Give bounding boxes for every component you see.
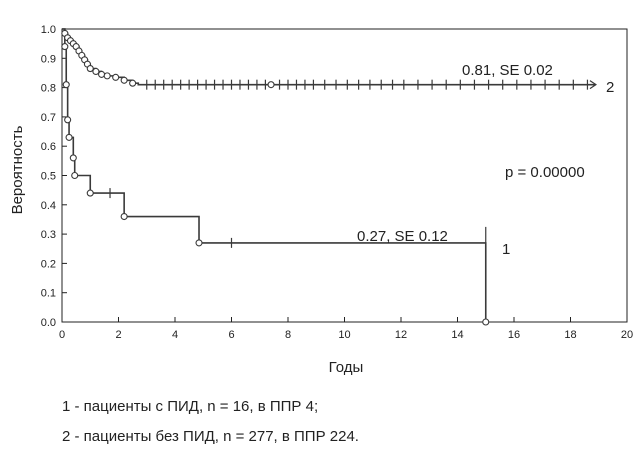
event-point-2 bbox=[103, 72, 111, 80]
y-tick-label: 0.6 bbox=[41, 141, 56, 153]
x-tick-label: 20 bbox=[621, 329, 633, 341]
x-tick-label: 6 bbox=[228, 329, 234, 341]
y-tick-label: 0.2 bbox=[41, 258, 56, 270]
x-tick-label: 14 bbox=[451, 329, 463, 341]
p-value-label: p = 0.00000 bbox=[505, 164, 585, 181]
x-tick-label: 0 bbox=[59, 329, 65, 341]
y-tick-label: 0.0 bbox=[41, 317, 56, 329]
legend-line-1: 1 - пациенты с ПИД, n = 16, в ППР 4; bbox=[62, 398, 319, 415]
y-tick-label: 0.3 bbox=[41, 229, 56, 241]
event-point-2 bbox=[98, 70, 106, 78]
event-point-2 bbox=[92, 67, 100, 76]
event-point-2 bbox=[267, 81, 275, 89]
event-point-1 bbox=[61, 43, 69, 51]
event-point-1 bbox=[62, 81, 70, 89]
y-tick-label: 0.8 bbox=[41, 83, 56, 95]
event-point-1 bbox=[195, 239, 203, 247]
curve1-number-label: 1 bbox=[502, 241, 510, 258]
series-1 bbox=[61, 28, 490, 326]
curve1-estimate-label: 0.27, SE 0.12 bbox=[357, 228, 448, 245]
curves bbox=[61, 28, 598, 326]
event-point-1 bbox=[64, 116, 72, 124]
event-point-2 bbox=[86, 65, 94, 73]
event-point-2 bbox=[112, 73, 120, 81]
y-axis-title: Вероятность bbox=[9, 125, 26, 214]
curve2-estimate-label: 0.81, SE 0.02 bbox=[462, 62, 553, 79]
x-tick-label: 10 bbox=[338, 329, 350, 341]
event-point-2 bbox=[129, 79, 137, 87]
y-tick-label: 0.9 bbox=[41, 53, 56, 65]
event-point-1 bbox=[71, 171, 79, 180]
x-tick-label: 18 bbox=[564, 329, 576, 341]
series-2 bbox=[61, 28, 596, 90]
event-point-1 bbox=[86, 189, 94, 197]
x-tick-label: 2 bbox=[115, 329, 121, 341]
event-point-1 bbox=[120, 212, 128, 221]
x-axis-title: Годы bbox=[329, 359, 364, 376]
survival-curve-1 bbox=[62, 28, 487, 322]
event-point-1 bbox=[482, 318, 490, 326]
x-tick-label: 8 bbox=[285, 329, 291, 341]
event-point-2 bbox=[120, 76, 128, 84]
curve2-end-arrow bbox=[589, 80, 598, 90]
axes: 0 2 4 6 8 10 12 14 16 18 200.00.10.20.30.40.50.60.… bbox=[41, 24, 633, 341]
x-tick-label: 4 bbox=[172, 329, 178, 341]
x-tick-label: 12 bbox=[395, 329, 407, 341]
event-point-1 bbox=[69, 154, 77, 162]
y-tick-label: 0.5 bbox=[41, 171, 56, 183]
y-tick-label: 0.4 bbox=[41, 200, 56, 212]
x-tick-label: 16 bbox=[508, 329, 520, 341]
y-tick-label: 0.1 bbox=[41, 288, 56, 300]
curve2-number-label: 2 bbox=[606, 79, 614, 96]
event-point-1 bbox=[65, 133, 73, 141]
y-tick-label: 1.0 bbox=[41, 24, 56, 36]
y-tick-label: 0.7 bbox=[41, 112, 56, 124]
legend-line-2: 2 - пациенты без ПИД, n = 277, в ППР 224… bbox=[62, 428, 359, 445]
